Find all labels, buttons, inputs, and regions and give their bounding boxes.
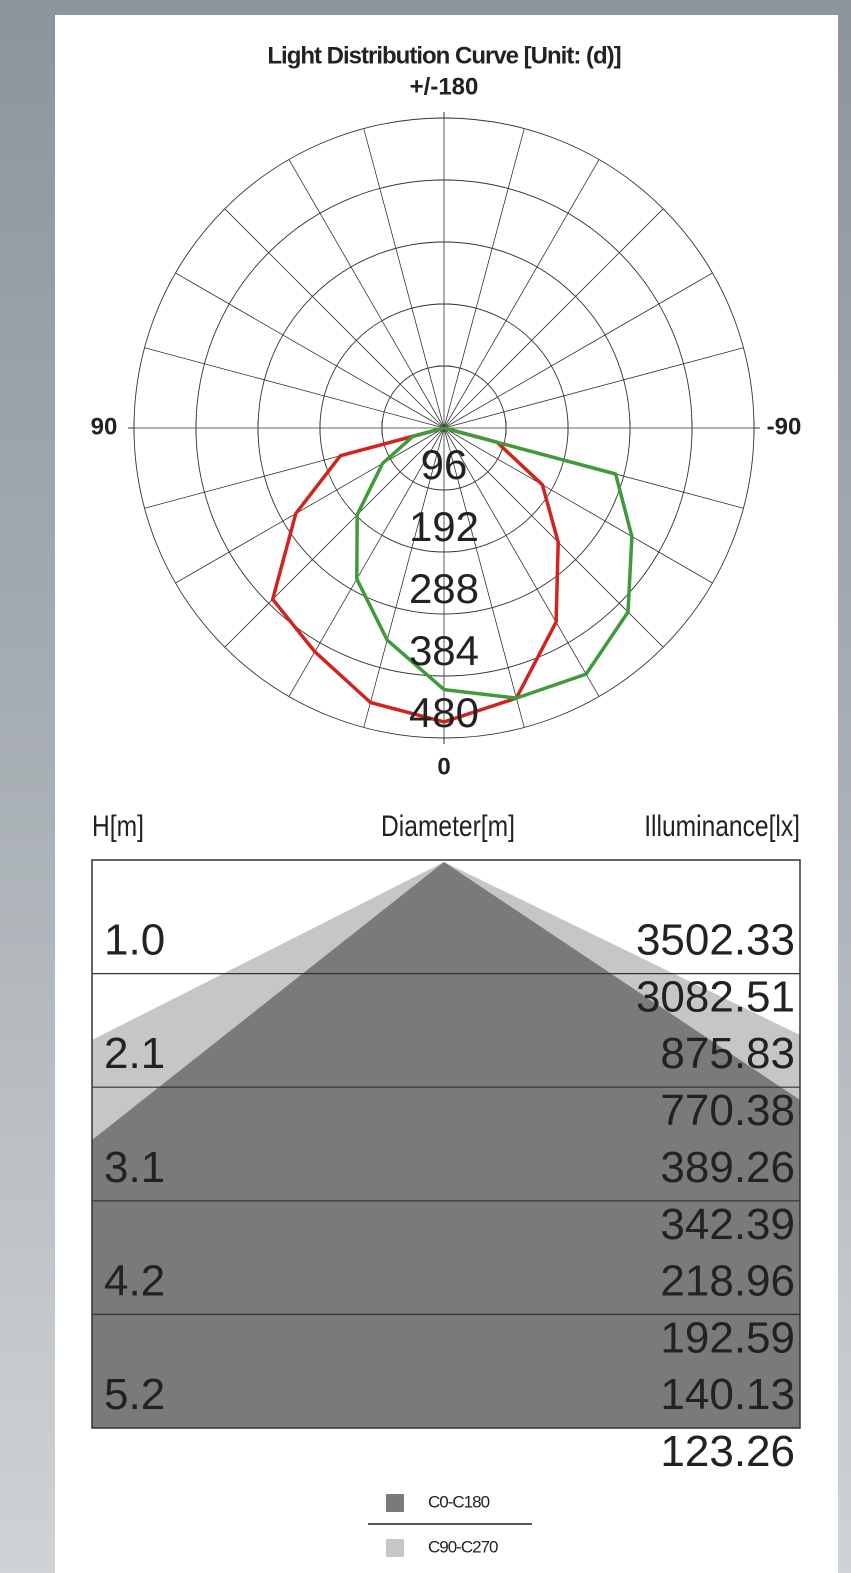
angle-label: 90 (91, 413, 118, 440)
ring-label: 192 (409, 503, 479, 550)
illuminance-value: 192.59 (660, 1313, 795, 1362)
illuminance-value: 3502.33 (636, 916, 795, 965)
height-label: 5.2 (104, 1370, 165, 1419)
ring-label: 96 (421, 441, 468, 488)
illuminance-value: 3082.51 (636, 973, 795, 1022)
angle-label: -90 (767, 413, 802, 440)
table-header: Illuminance[lx] (644, 809, 800, 843)
ring-label: 480 (409, 689, 479, 736)
height-label: 3.1 (104, 1143, 165, 1192)
illuminance-value: 123.26 (660, 1427, 795, 1476)
angle-label: +/-180 (410, 73, 479, 100)
legend-label: C0-C180 (428, 1492, 490, 1511)
illuminance-value: 875.83 (660, 1029, 795, 1078)
illuminance-value: 389.26 (660, 1143, 795, 1192)
ring-label: 288 (409, 565, 479, 612)
angle-label: 0 (437, 753, 450, 780)
table-header: Diameter[m] (381, 809, 515, 843)
table-header: H[m] (92, 809, 144, 843)
height-label: 4.2 (104, 1256, 165, 1305)
height-label: 2.1 (104, 1029, 165, 1078)
illuminance-value: 770.38 (660, 1086, 795, 1135)
illuminance-value: 140.13 (660, 1370, 795, 1419)
legend-swatch (386, 1539, 404, 1557)
illuminance-value: 342.39 (660, 1200, 795, 1249)
legend-swatch (386, 1494, 404, 1512)
chart: Light Distribution Curve [Unit: (d)] +/-… (0, 0, 851, 1573)
chart-title: Light Distribution Curve [Unit: (d)] (267, 42, 620, 69)
legend-label: C90-C270 (428, 1537, 498, 1556)
page: {"chart_data": {"type": "polar", "title"… (0, 0, 851, 1573)
height-label: 1.0 (104, 916, 165, 965)
ring-label: 384 (409, 627, 479, 674)
illuminance-value: 218.96 (660, 1256, 795, 1305)
